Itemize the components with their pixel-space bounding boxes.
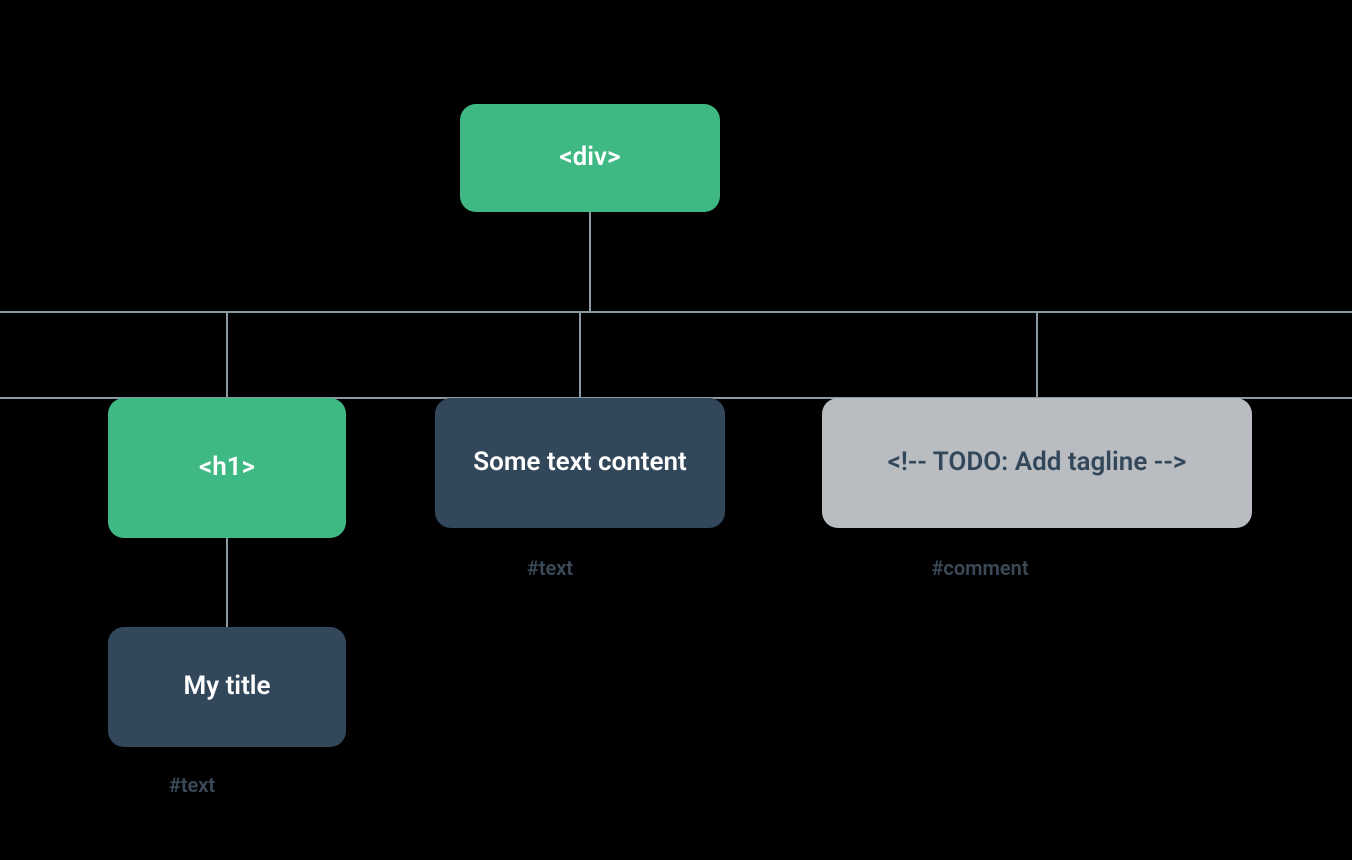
caption-comment: #comment <box>900 556 1060 580</box>
node-text1-label: Some text content <box>473 446 686 480</box>
node-comment-label: <!-- TODO: Add tagline --> <box>888 446 1187 480</box>
node-title: My title <box>108 627 346 747</box>
caption-title: #text <box>112 773 272 797</box>
node-root-label: <div> <box>559 141 620 175</box>
caption-text1: #text <box>470 556 630 580</box>
node-root: <div> <box>460 104 720 212</box>
node-text1: Some text content <box>435 398 725 528</box>
node-title-label: My title <box>183 670 270 704</box>
node-comment: <!-- TODO: Add tagline --> <box>822 398 1252 528</box>
node-h1-label: <h1> <box>199 451 255 485</box>
node-h1: <h1> <box>108 398 346 538</box>
